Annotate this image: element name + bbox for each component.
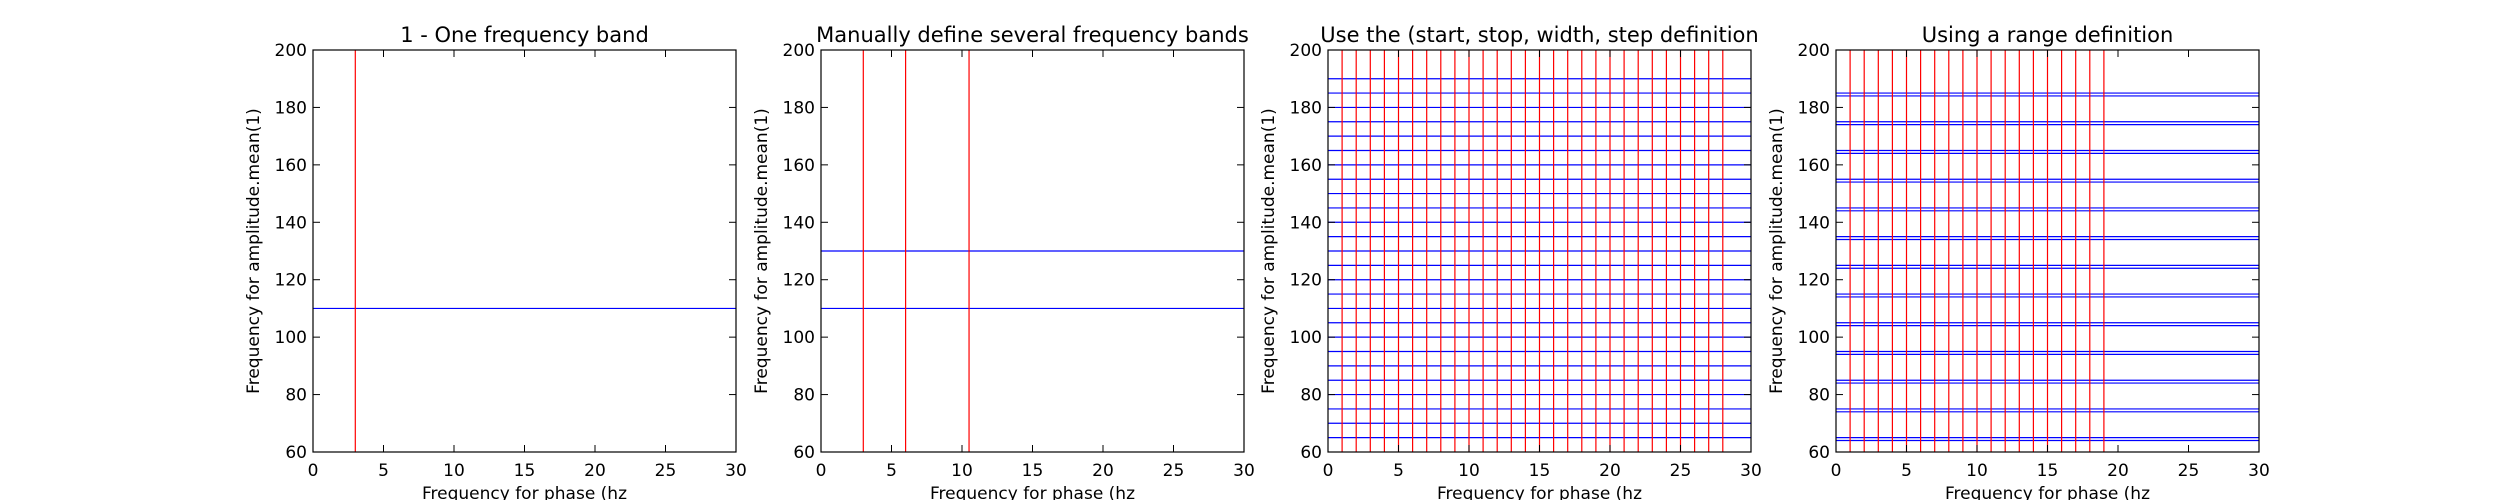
y-tick-label: 140 [783,213,815,233]
y-tick-label: 200 [783,41,815,61]
y-tick-label: 180 [1290,98,1322,118]
x-tick-label: 5 [1901,461,1912,481]
y-axis-label: Frequency for amplitude.mean(1) [1767,108,1787,394]
y-tick-label: 120 [1798,271,1830,291]
y-tick-label: 160 [783,156,815,176]
y-axis-label: Frequency for amplitude.mean(1) [1259,108,1279,394]
chart-panel-1: 0 5 10 15 20 25 30 60 80 100 120 140 160 180 200 1 - On… [244,23,747,500]
y-tick-label: 80 [285,386,307,406]
x-axis-label: Frequency for phase (hz [422,484,627,500]
y-tick-label: 180 [1798,98,1830,118]
x-tick-label: 30 [1740,461,1762,481]
x-tick-label: 20 [1599,461,1621,481]
y-tick-label: 60 [1808,443,1830,463]
x-tick-label: 0 [308,461,319,481]
y-tick-label: 140 [275,213,307,233]
y-tick-label: 100 [1290,328,1322,348]
x-tick-label: 20 [1092,461,1114,481]
x-tick-label: 10 [1458,461,1480,481]
y-tick-label: 60 [793,443,815,463]
chart-panel-4: 0 5 10 15 20 25 30 60 80 100 120 140 160 180 200 Using … [1767,23,2270,500]
x-tick-label: 25 [655,461,677,481]
y-tick-label: 140 [1798,213,1830,233]
y-tick-label: 120 [275,271,307,291]
y-axis-label: Frequency for amplitude.mean(1) [752,108,772,394]
chart-panel-2: 0 5 10 15 20 25 30 60 80 100 120 140 160 180 200Manual… [752,23,1255,500]
x-tick-label: 25 [1163,461,1185,481]
x-tick-label: 25 [2178,461,2200,481]
plot-area-frame [312,49,737,453]
y-tick-label: 200 [275,41,307,61]
y-tick-label: 100 [783,328,815,348]
y-tick-label: 140 [1290,213,1322,233]
x-tick-label: 15 [1529,461,1551,481]
x-tick-label: 20 [2107,461,2129,481]
y-axis-label: Frequency for amplitude.mean(1) [244,108,264,394]
x-tick-label: 5 [886,461,897,481]
x-tick-label: 0 [816,461,827,481]
y-tick-label: 100 [275,328,307,348]
x-tick-label: 25 [1670,461,1692,481]
y-tick-label: 160 [1290,156,1322,176]
y-tick-label: 200 [1798,41,1830,61]
y-tick-label: 120 [1290,271,1322,291]
x-tick-label: 10 [443,461,465,481]
x-tick-label: 5 [378,461,389,481]
chart-title: 1 - One frequency band [400,23,649,47]
x-tick-label: 10 [1966,461,1988,481]
x-tick-label: 5 [1393,461,1404,481]
x-tick-label: 0 [1831,461,1842,481]
x-tick-label: 30 [2248,461,2270,481]
x-axis-label: Frequency for phase (hz [1945,484,2150,500]
x-tick-label: 20 [584,461,606,481]
y-tick-label: 180 [275,98,307,118]
x-axis-label: Frequency for phase (hz [1437,484,1642,500]
chart-title: Manually define several frequency bands [816,23,1249,47]
y-tick-label: 100 [1798,328,1830,348]
y-tick-label: 160 [275,156,307,176]
x-tick-label: 15 [514,461,536,481]
y-tick-label: 180 [783,98,815,118]
x-tick-label: 0 [1323,461,1334,481]
chart-title: Use the (start, stop, width, step defini… [1320,23,1758,47]
y-tick-label: 160 [1798,156,1830,176]
x-axis-label: Frequency for phase (hz [930,484,1135,500]
y-tick-label: 200 [1290,41,1322,61]
y-tick-label: 80 [1300,386,1322,406]
y-tick-label: 60 [285,443,307,463]
y-tick-label: 120 [783,271,815,291]
y-tick-label: 80 [1808,386,1830,406]
chart-title: Using a range definition [1922,23,2174,47]
x-tick-label: 15 [2037,461,2059,481]
y-tick-label: 60 [1300,443,1322,463]
x-tick-label: 30 [1233,461,1255,481]
y-tick-label: 80 [793,386,815,406]
x-tick-label: 30 [725,461,747,481]
x-tick-label: 10 [951,461,973,481]
x-tick-label: 15 [1022,461,1044,481]
